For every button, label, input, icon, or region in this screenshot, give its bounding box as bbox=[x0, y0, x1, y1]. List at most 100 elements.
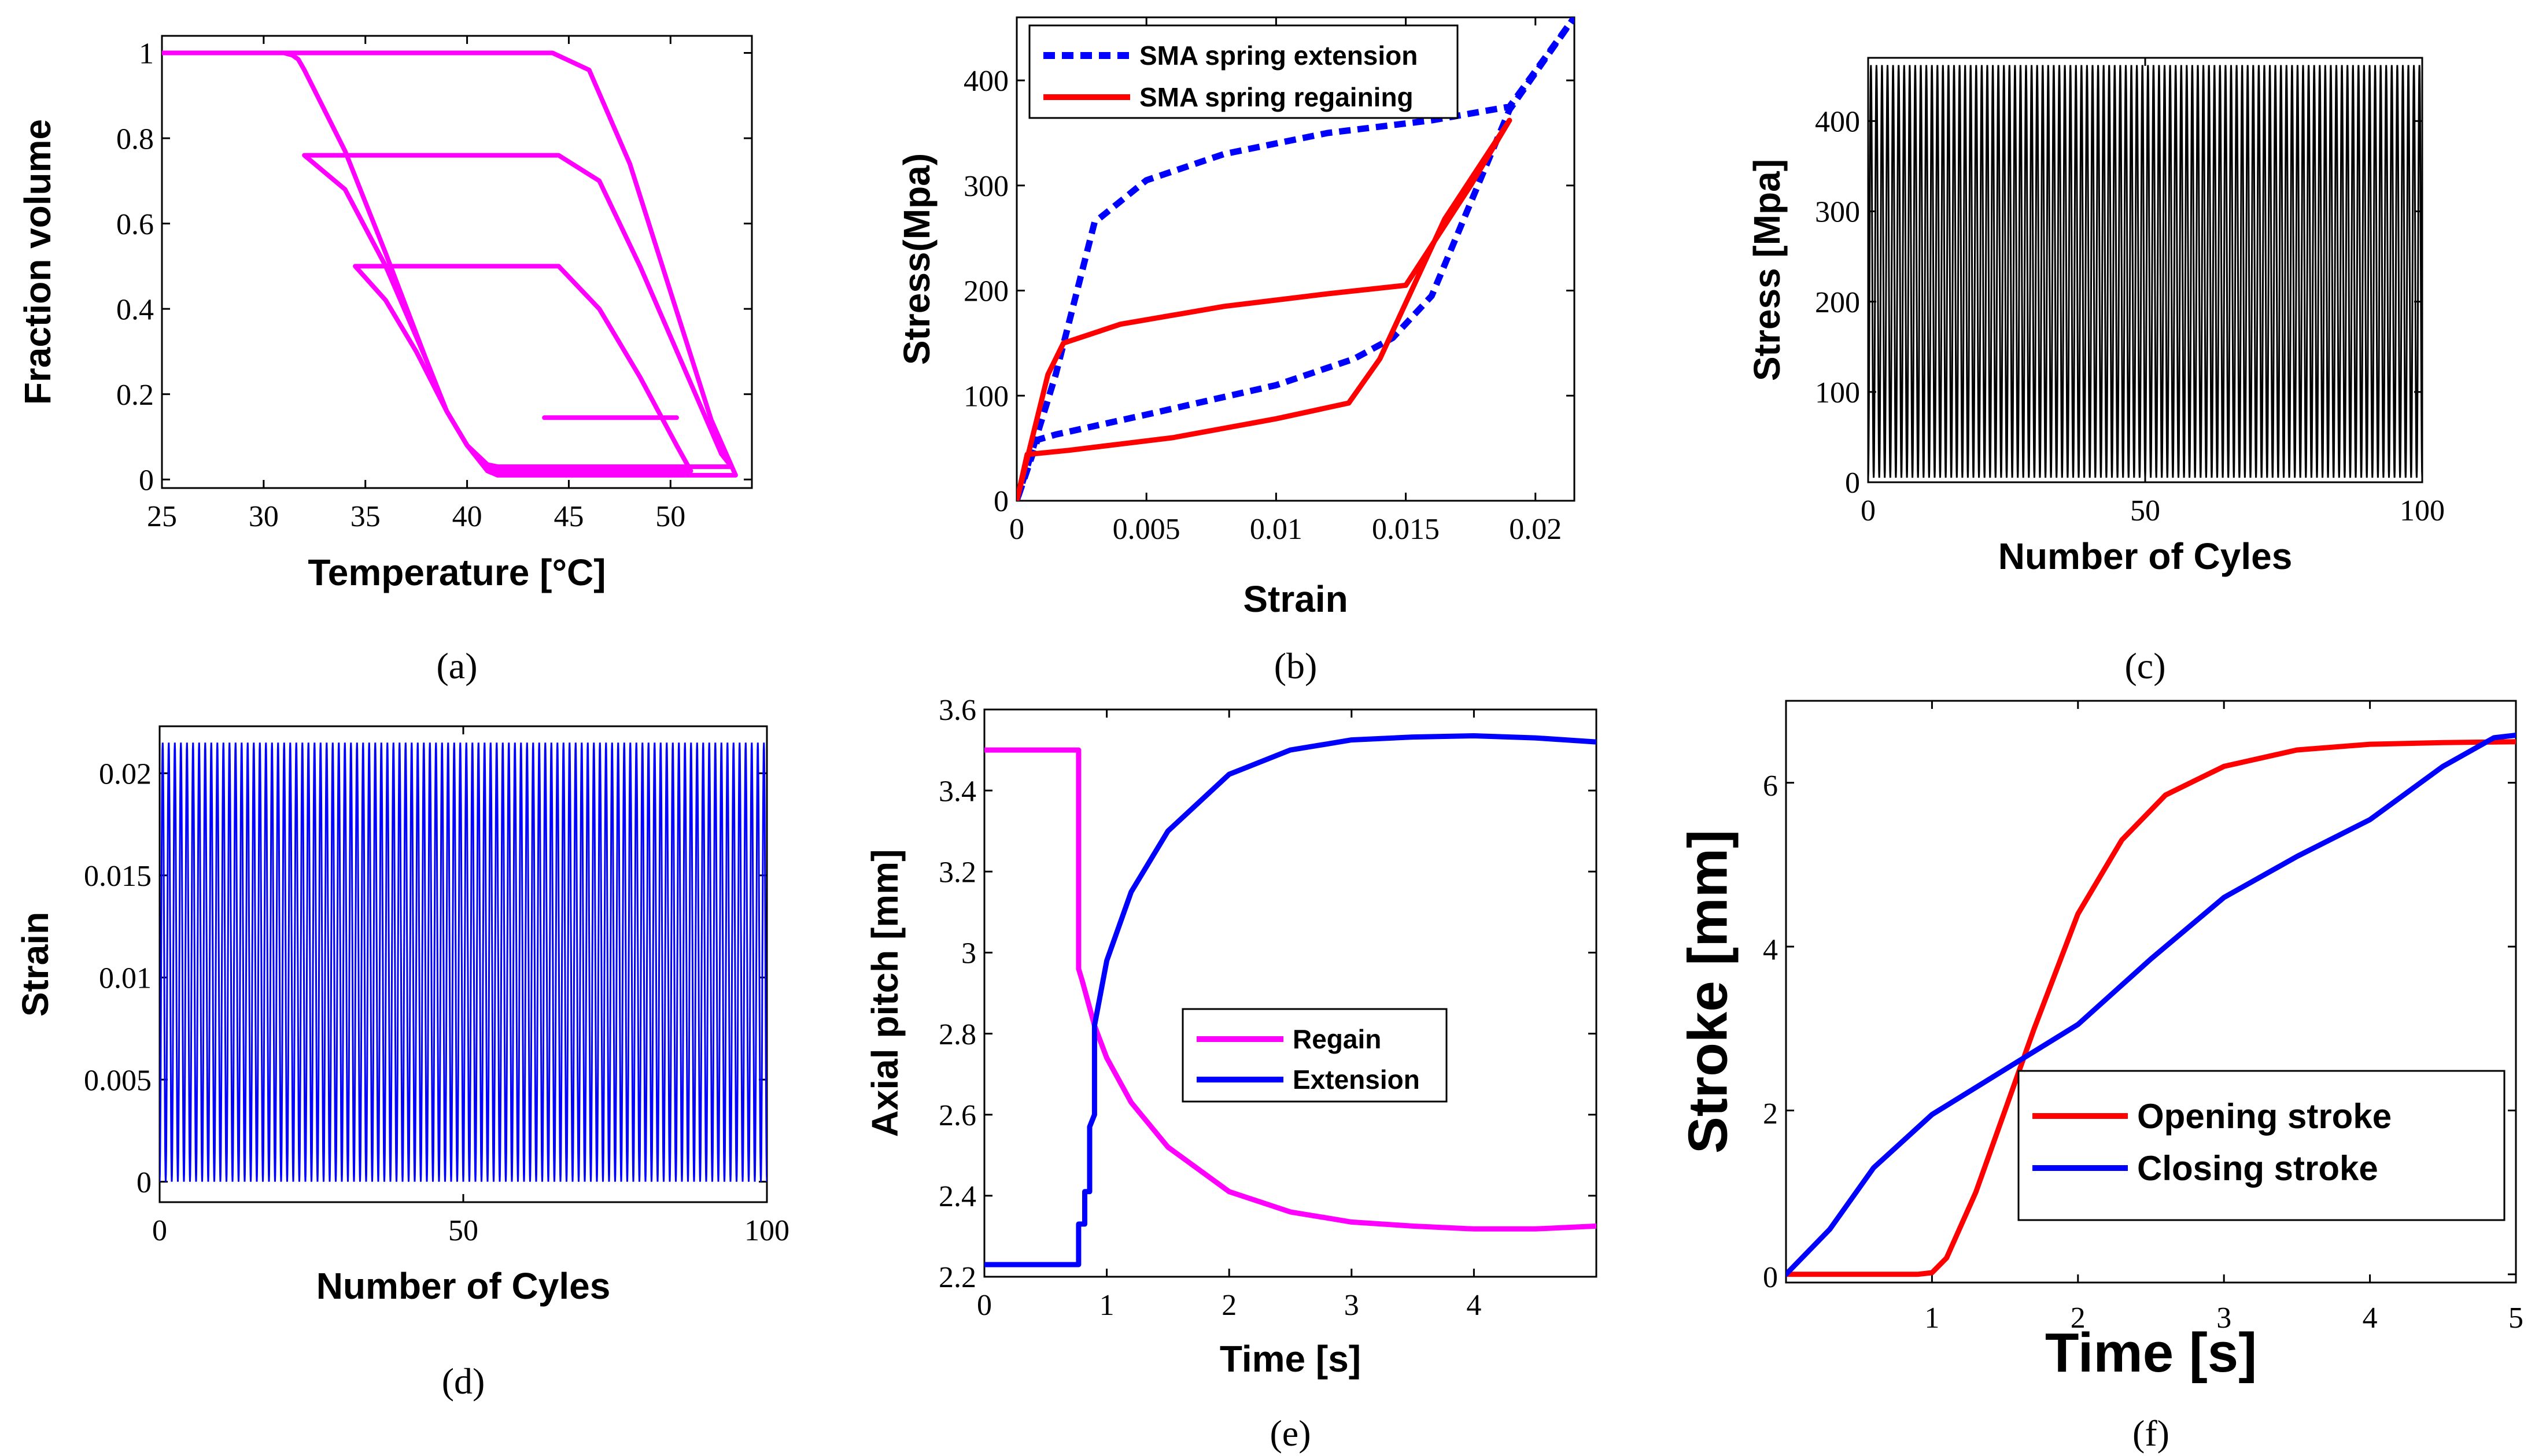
chart-b: 0 0.005 0.01 0.015 0.02 0 100 200 300 400 Strain St… bbox=[896, 16, 1575, 686]
y-tick-label: 300 bbox=[964, 170, 1009, 203]
y-tick-label: 3.2 bbox=[939, 856, 976, 889]
panel-label: (f) bbox=[2132, 1413, 2169, 1454]
chart-d: 0 50 100 0 0.005 0.01 0.015 0.02 Number of Cyles… bbox=[14, 725, 789, 1402]
x-tick-label: 0.005 bbox=[1113, 513, 1180, 546]
x-axis-label: Number of Cyles bbox=[1998, 535, 2293, 577]
plot-area bbox=[1868, 65, 2422, 478]
y-tick-label: 0 bbox=[136, 1166, 152, 1199]
y-tick-label: 0.6 bbox=[116, 208, 154, 241]
y-tick-label: 100 bbox=[964, 380, 1009, 413]
x-tick-label: 30 bbox=[249, 500, 279, 533]
chart-c: 0 50 100 0 100 200 300 400 Number of Cyles Stress… bbox=[1746, 57, 2445, 686]
legend-label-0: Regain bbox=[1293, 1024, 1381, 1054]
x-tick-label: 5 bbox=[2508, 1302, 2523, 1335]
legend-box bbox=[1182, 1008, 1448, 1103]
x-tick-label: 0.015 bbox=[1372, 513, 1440, 546]
y-tick-label: 200 bbox=[1815, 286, 1860, 319]
legend: SMA spring extension SMA spring regaining bbox=[1028, 24, 1459, 119]
series-line-minor-0-5 bbox=[353, 264, 693, 474]
plot-area bbox=[1786, 733, 2516, 1277]
x-tick-label: 50 bbox=[448, 1214, 478, 1247]
x-axis-label: Strain bbox=[1243, 578, 1348, 620]
legend-label-1: Extension bbox=[1293, 1065, 1420, 1095]
y-tick-label: 0 bbox=[139, 464, 154, 497]
legend-label-0: SMA spring extension bbox=[1139, 40, 1418, 71]
plot-area bbox=[162, 50, 738, 478]
x-tick-label: 35 bbox=[350, 500, 381, 533]
x-tick-label: 100 bbox=[2400, 494, 2445, 527]
y-tick-label: 100 bbox=[1815, 376, 1860, 409]
legend: Opening stroke Closing stroke bbox=[2017, 1070, 2506, 1221]
oscillation-line bbox=[1868, 65, 2422, 478]
x-tick-label: 45 bbox=[554, 500, 584, 533]
x-tick-label: 0.02 bbox=[1509, 513, 1562, 546]
x-tick-label: 0 bbox=[1009, 513, 1024, 546]
y-axis-label: Fraction volume bbox=[17, 119, 58, 405]
y-tick-label: 400 bbox=[1815, 106, 1860, 139]
chart-e: 0 1 2 3 4 2.2 2.4 2.6 2.8 3 3.2 3.4 3.6 Time [s] Axial… bbox=[864, 694, 1597, 1454]
y-tick-label: 0 bbox=[1845, 467, 1860, 500]
y-tick-label: 200 bbox=[964, 275, 1009, 308]
x-axis-label: Time [s] bbox=[2045, 1322, 2257, 1384]
x-tick-label: 4 bbox=[2363, 1302, 2378, 1335]
plot-frame bbox=[1785, 700, 2517, 1284]
y-tick-label: 0.015 bbox=[84, 860, 152, 893]
series-line-major-outer bbox=[162, 50, 738, 478]
legend-label-1: SMA spring regaining bbox=[1139, 82, 1414, 112]
y-tick-label: 2.2 bbox=[939, 1261, 976, 1294]
x-tick-label: 3 bbox=[1344, 1289, 1359, 1322]
panel-label: (a) bbox=[436, 645, 477, 686]
x-axis-label: Number of Cyles bbox=[316, 1265, 611, 1307]
y-tick-label: 4 bbox=[1763, 933, 1778, 966]
y-tick-label: 6 bbox=[1763, 770, 1778, 803]
series-line-sma-spring-extension bbox=[1017, 17, 1574, 501]
y-tick-label: 3.4 bbox=[939, 775, 976, 808]
x-tick-label: 40 bbox=[452, 500, 482, 533]
y-tick-label: 2.8 bbox=[939, 1018, 976, 1051]
panel-label: (e) bbox=[1270, 1413, 1311, 1454]
y-tick-label: 0.8 bbox=[116, 123, 154, 156]
panel-label: (b) bbox=[1274, 645, 1318, 686]
y-tick-label: 2 bbox=[1763, 1097, 1778, 1130]
y-axis-label: Strain bbox=[14, 912, 56, 1017]
x-tick-label: 25 bbox=[147, 500, 177, 533]
x-axis-label: Time [s] bbox=[1220, 1338, 1361, 1380]
x-axis-label: Temperature [°C] bbox=[308, 552, 606, 593]
y-tick-label: 0 bbox=[1763, 1261, 1778, 1294]
series-line-regain bbox=[984, 747, 1596, 1232]
plot-frame bbox=[161, 35, 753, 489]
series-line-opening-stroke bbox=[1786, 739, 2516, 1277]
y-tick-label: 300 bbox=[1815, 196, 1860, 229]
x-tick-label: 0 bbox=[152, 1214, 167, 1247]
legend: Regain Extension bbox=[1182, 1008, 1448, 1103]
oscillation-line bbox=[160, 742, 767, 1182]
x-tick-label: 100 bbox=[744, 1214, 789, 1247]
chart-a: 25 30 35 40 45 50 0 0.2 0.4 0.6 0.8 1 Temperature [°… bbox=[17, 35, 753, 686]
x-tick-label: 1 bbox=[1099, 1289, 1115, 1322]
x-tick-label: 0 bbox=[977, 1289, 992, 1322]
x-tick-label: 2 bbox=[2071, 1302, 2086, 1335]
y-tick-label: 3.6 bbox=[939, 694, 976, 727]
legend-box bbox=[1028, 24, 1459, 119]
x-tick-label: 4 bbox=[1466, 1289, 1481, 1322]
plot-frame bbox=[983, 708, 1597, 1278]
y-tick-label: 0.02 bbox=[99, 757, 152, 790]
x-tick-label: 3 bbox=[2216, 1302, 2231, 1335]
y-tick-label: 2.4 bbox=[939, 1180, 976, 1213]
plot-frame bbox=[1016, 16, 1575, 502]
x-tick-label: 0 bbox=[1861, 494, 1876, 527]
y-tick-label: 0 bbox=[994, 485, 1009, 518]
y-tick-label: 2.6 bbox=[939, 1099, 976, 1132]
y-axis-label: Stress [Mpa] bbox=[1746, 159, 1788, 381]
series-line-closing-stroke bbox=[1786, 733, 2516, 1277]
y-tick-label: 0.4 bbox=[116, 293, 154, 326]
legend-label-0: Opening stroke bbox=[2137, 1097, 2392, 1136]
plot-area bbox=[160, 742, 767, 1182]
y-tick-label: 400 bbox=[964, 65, 1009, 98]
x-tick-label: 0.01 bbox=[1250, 513, 1302, 546]
series-line-minor-0-76 bbox=[302, 153, 734, 470]
panel-label: (d) bbox=[442, 1361, 485, 1402]
y-tick-label: 0.005 bbox=[84, 1064, 152, 1097]
y-axis-label: Stroke [mm] bbox=[1677, 830, 1739, 1154]
series-line-extension bbox=[984, 733, 1596, 1267]
